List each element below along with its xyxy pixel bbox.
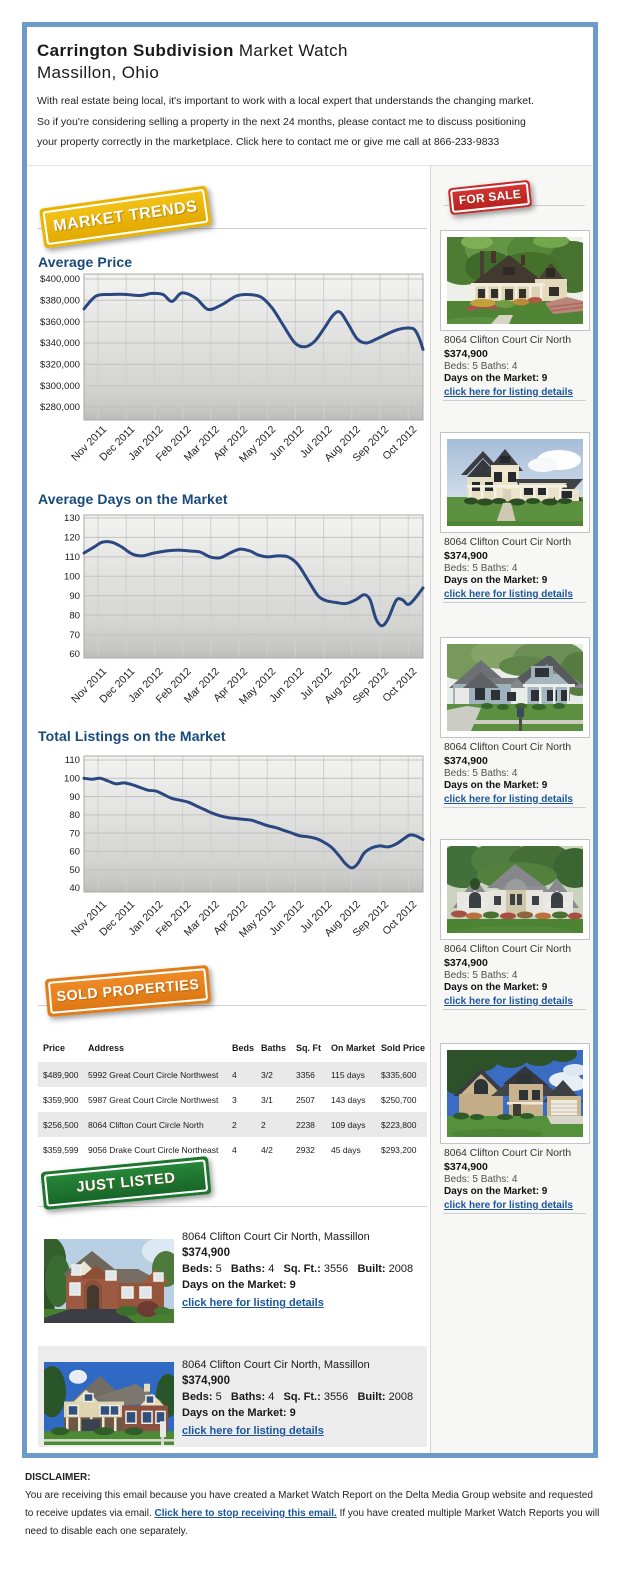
svg-text:90: 90 [69,792,80,803]
svg-text:50: 50 [69,865,80,876]
svg-text:110: 110 [65,552,80,563]
svg-text:$280,000: $280,000 [40,402,80,413]
svg-text:$320,000: $320,000 [40,360,80,371]
svg-text:110: 110 [65,755,80,766]
svg-text:$400,000: $400,000 [40,274,80,285]
svg-text:40: 40 [69,883,80,894]
svg-text:70: 70 [69,828,80,839]
svg-text:130: 130 [64,513,80,524]
svg-text:80: 80 [69,610,80,621]
svg-text:70: 70 [69,630,80,641]
svg-text:$360,000: $360,000 [40,317,80,328]
svg-text:100: 100 [64,572,80,583]
svg-text:$300,000: $300,000 [40,381,80,392]
svg-text:$380,000: $380,000 [40,296,80,307]
svg-text:90: 90 [69,591,80,602]
svg-text:120: 120 [64,533,80,544]
svg-text:60: 60 [69,649,80,660]
svg-text:100: 100 [64,774,80,785]
svg-text:80: 80 [69,810,80,821]
svg-text:60: 60 [69,847,80,858]
svg-text:$340,000: $340,000 [40,338,80,349]
